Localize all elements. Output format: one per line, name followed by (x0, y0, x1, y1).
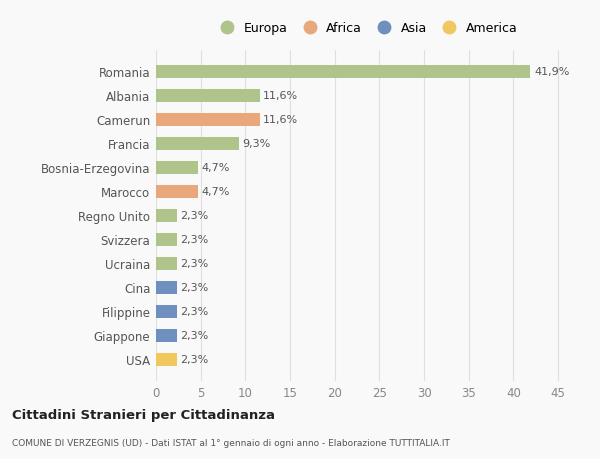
Text: 2,3%: 2,3% (180, 307, 208, 316)
Bar (156, 281, 176, 294)
Text: 11,6%: 11,6% (263, 91, 298, 101)
Text: 4,7%: 4,7% (202, 187, 230, 197)
Text: 2,3%: 2,3% (180, 258, 208, 269)
Bar (156, 113, 260, 127)
Bar (156, 209, 176, 222)
Bar (156, 233, 176, 246)
Bar (156, 185, 198, 198)
Text: 2,3%: 2,3% (180, 283, 208, 292)
Text: 4,7%: 4,7% (202, 163, 230, 173)
Bar (156, 257, 176, 270)
Bar (156, 90, 260, 103)
Text: 9,3%: 9,3% (242, 139, 271, 149)
Text: Cittadini Stranieri per Cittadinanza: Cittadini Stranieri per Cittadinanza (12, 408, 275, 421)
Bar (156, 161, 198, 174)
Text: 2,3%: 2,3% (180, 235, 208, 245)
Text: COMUNE DI VERZEGNIS (UD) - Dati ISTAT al 1° gennaio di ogni anno - Elaborazione : COMUNE DI VERZEGNIS (UD) - Dati ISTAT al… (12, 438, 450, 447)
Text: 2,3%: 2,3% (180, 211, 208, 221)
Bar (156, 353, 176, 366)
Legend: Europa, Africa, Asia, America: Europa, Africa, Asia, America (209, 17, 523, 40)
Bar (156, 329, 176, 342)
Text: 11,6%: 11,6% (263, 115, 298, 125)
Text: 41,9%: 41,9% (534, 67, 569, 77)
Text: 2,3%: 2,3% (180, 354, 208, 364)
Bar (156, 137, 239, 151)
Text: 2,3%: 2,3% (180, 330, 208, 341)
Bar (156, 66, 530, 78)
Bar (156, 305, 176, 318)
